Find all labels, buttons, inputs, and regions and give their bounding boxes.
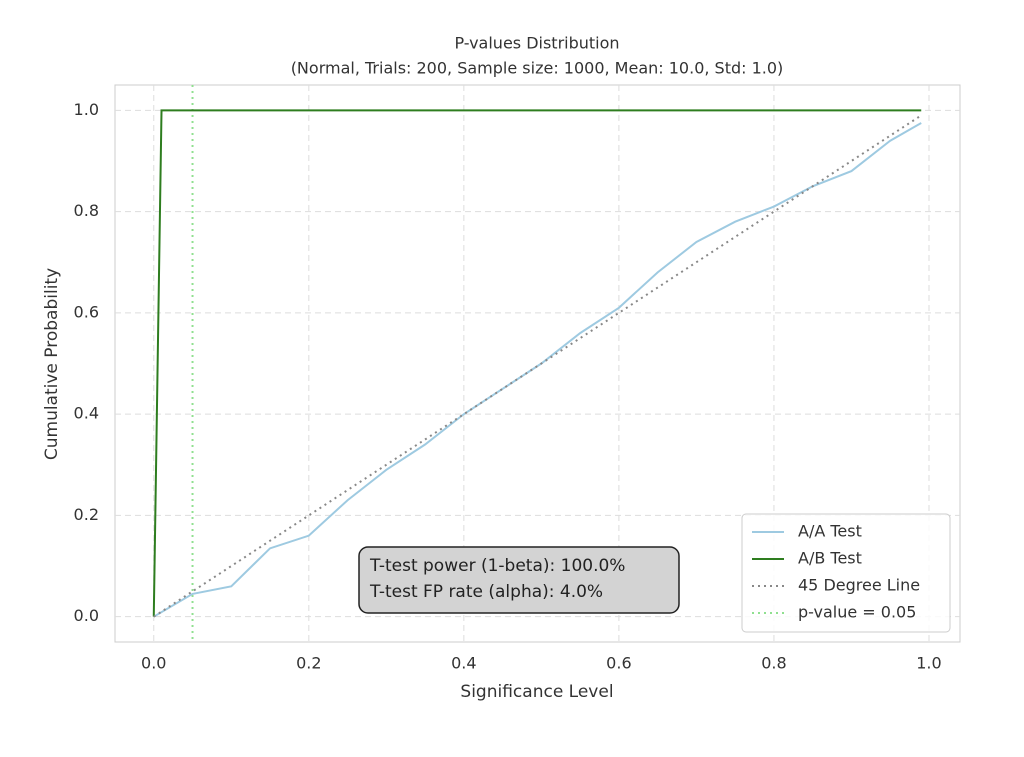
- x-tick-label: 0.6: [606, 654, 631, 673]
- annotation-text: T-test FP rate (alpha): 4.0%: [369, 582, 603, 602]
- x-axis-label: Significance Level: [460, 682, 613, 702]
- x-tick-label: 0.4: [451, 654, 476, 673]
- y-tick-label: 0.2: [74, 505, 99, 524]
- series-line: [153, 114, 922, 618]
- legend-label: A/B Test: [798, 549, 862, 568]
- y-tick-label: 0.8: [74, 201, 99, 220]
- x-tick-label: 0.2: [296, 654, 321, 673]
- x-tick-label: 0.0: [141, 654, 166, 673]
- legend-label: A/A Test: [798, 522, 862, 541]
- annotation-box: [358, 546, 680, 614]
- series-line: [152, 109, 922, 617]
- x-tick-label: 0.8: [761, 654, 786, 673]
- x-tick-label: 1.0: [916, 654, 941, 673]
- y-tick-label: 0.4: [74, 404, 99, 423]
- chart-title: P-values Distribution: [454, 34, 619, 53]
- y-tick-label: 0.0: [74, 606, 99, 625]
- y-tick-label: 0.6: [74, 302, 99, 321]
- annotation-text: T-test power (1-beta): 100.0%: [369, 556, 625, 576]
- legend-box: [741, 513, 951, 633]
- plot-frame: [114, 84, 961, 643]
- legend-label: p-value = 0.05: [798, 603, 916, 622]
- legend-label: 45 Degree Line: [798, 576, 920, 595]
- y-axis-label: Cumulative Probability: [42, 268, 62, 460]
- y-tick-label: 1.0: [74, 100, 99, 119]
- chart-subtitle: (Normal, Trials: 200, Sample size: 1000,…: [291, 59, 784, 78]
